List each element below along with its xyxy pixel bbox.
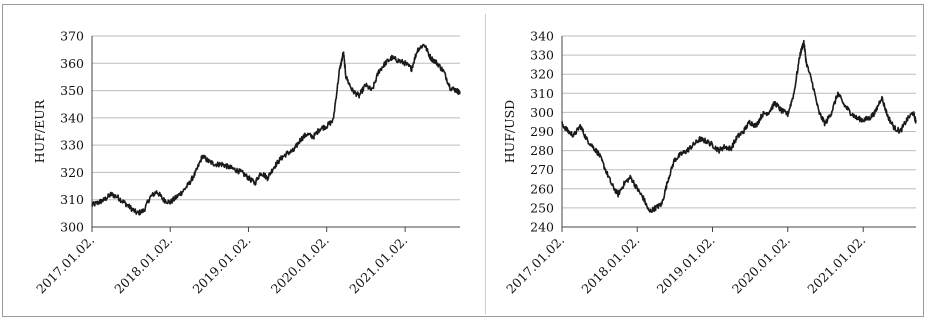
x-tick-label: 2017.01.02. xyxy=(33,233,97,297)
y-tick-label: 300 xyxy=(60,220,84,235)
y-tick-label: 290 xyxy=(530,124,554,139)
y-tick-label: 320 xyxy=(530,67,554,82)
y-tick-label: 330 xyxy=(530,48,554,63)
y-tick-label: 360 xyxy=(60,56,84,71)
y-tick-label: 260 xyxy=(530,181,554,196)
x-tick-label: 2020.01.02. xyxy=(729,233,793,297)
y-tick-label: 320 xyxy=(60,165,84,180)
y-tick-label: 250 xyxy=(530,200,554,215)
series-line-huf-usd xyxy=(561,39,917,213)
chart-huf-usd: 240 250 260 270 280 290 300 310 320 330 340 2017.01… xyxy=(502,29,917,297)
y-tick-label: 280 xyxy=(530,143,554,158)
y-axis-title: HUF/USD xyxy=(502,100,517,163)
x-tick-label: 2019.01.02. xyxy=(190,233,254,297)
y-axis-title: HUF/EUR xyxy=(32,99,47,163)
panel-divider xyxy=(485,14,486,314)
y-tick-label: 340 xyxy=(530,29,554,44)
y-tick-label: 270 xyxy=(530,162,554,177)
y-tick-label: 370 xyxy=(60,29,84,44)
y-tick-label: 300 xyxy=(530,105,554,120)
y-tick-label: 340 xyxy=(60,110,84,125)
figure-frame xyxy=(2,4,924,317)
x-tick-label: 2021.01.02. xyxy=(804,233,868,297)
y-tick-label: 240 xyxy=(530,220,554,235)
x-tick-label: 2020.01.02. xyxy=(268,233,332,297)
x-tick-label: 2019.01.02. xyxy=(654,233,718,297)
chart-huf-eur: 300 310 320 330 340 350 360 370 2017.01.02. 2018.… xyxy=(32,29,461,297)
x-tick-label: 2018.01.02. xyxy=(111,233,175,297)
y-tick-label: 350 xyxy=(60,83,84,98)
y-tick-label: 310 xyxy=(60,192,84,207)
y-tick-label: 330 xyxy=(60,138,84,153)
x-tick-label: 2018.01.02. xyxy=(578,233,642,297)
x-tick-label: 2021.01.02. xyxy=(346,233,410,297)
series-line-huf-eur xyxy=(91,43,461,216)
y-tick-label: 310 xyxy=(530,86,554,101)
x-tick-label: 2017.01.02. xyxy=(503,233,567,297)
